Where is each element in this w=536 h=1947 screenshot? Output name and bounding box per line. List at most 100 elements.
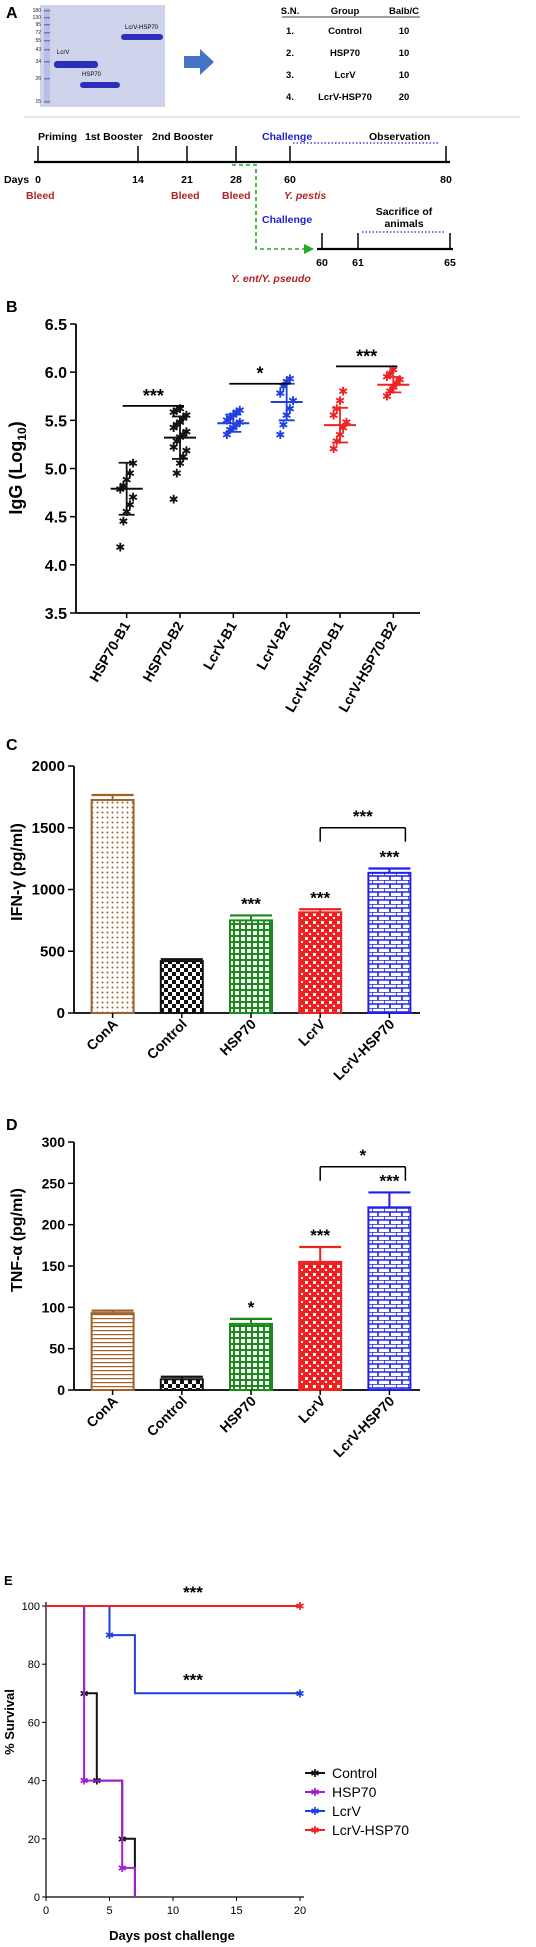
significance-label: *** [241,894,261,913]
y-tick-label: 1000 [32,882,65,899]
x-tick-label: LcrV [295,1015,329,1049]
x-tick-label: LcrV [295,1392,329,1426]
significance-label: *** [143,386,164,406]
y-tick-label: 50 [49,1341,65,1357]
event-priming: Priming [38,131,77,143]
data-point: ✱ [125,466,135,480]
table-cell: 1. [286,26,294,37]
y-tick-label: 0 [34,1892,40,1904]
data-point: ✱ [335,394,345,408]
x-tick-label: 20 [294,1905,306,1917]
pathogen-label-ent: Y. ent/Y. pseudo [231,273,311,285]
data-point: ✱ [388,363,398,377]
x-tick-label: HSP70-B2 [139,618,186,684]
gel-ladder-label: 95 [35,22,41,28]
y-tick-label: 100 [42,1299,66,1315]
gel-ladder-band [44,10,50,12]
legend-marker: ✱ [310,1787,319,1799]
gel-label-lcrv-hsp70: LcrV-HSP70 [125,25,159,31]
panel-e: E % Survival Days post challenge 0 20 40 60… [2,1573,409,1943]
bar [298,911,343,1014]
y-tick-label: 20 [28,1834,40,1846]
data-point: ✱ [178,428,188,442]
x-tick-label: ConA [83,1016,121,1054]
table-header: Balb/C [389,6,419,17]
significance-label: *** [353,807,373,826]
data-point: ✱ [395,373,405,387]
data-point: ✱ [118,479,128,493]
gel-ladder-label: 15 [35,99,41,105]
data-point: ✱ [178,411,188,425]
y-tick-label: 3.5 [45,606,67,623]
x-tick-label: 10 [167,1905,179,1917]
legend-label: Control [332,1765,377,1781]
legend-label: HSP70 [332,1784,377,1800]
x-tick-label: Control [143,1016,190,1063]
x-tick-label: HSP70-B1 [86,618,133,684]
data-point: ✱ [382,389,392,403]
survival-curve [46,1605,136,1897]
table-cell: 10 [399,26,410,37]
data-point: ✱ [118,514,128,528]
gel-label-lcrv: LcrV [57,50,69,56]
observation-label: Observation [369,131,430,143]
data-point: ✱ [332,435,342,449]
sacrifice-label-1: Sacrifice of [376,206,433,218]
data-point: ✱ [225,411,235,425]
bleed-label: Bleed [222,190,251,202]
table-cell: LcrV-HSP70 [318,92,372,103]
gel-ladder-label: 130 [33,15,42,21]
data-point: ✱ [181,425,191,439]
gel-band-lcrv-hsp70 [121,34,163,40]
chart-d: 0 50 100 150 200 250 300 ConA Control HSP70 * LcrV *… [42,1134,420,1460]
significance-label: * [256,364,263,384]
data-point: ✱ [169,421,179,435]
table-header: S.N. [281,6,299,17]
censor-mark: ✱ [105,1630,114,1642]
gel-ladder-band [44,101,50,103]
chart-b: 3.54.04.55.05.56.06.5HSP70-B1✱✱✱✱✱✱✱✱✱✱H… [45,317,420,715]
data-point: ✱ [172,435,182,449]
table-cell: LcrV [334,70,356,81]
censor-mark: ✱ [79,1776,88,1788]
data-point: ✱ [285,372,295,386]
study-timeline: Priming 1st Booster 2nd Booster Challeng… [4,131,456,285]
panel-d: D TNF-α (pg/ml) 0 50 100 150 200 250 300 ConA Co… [6,1117,420,1460]
data-point: ✱ [385,384,395,398]
challenge-label: Challenge [262,131,312,143]
censor-mark: ✱ [295,1688,304,1700]
tick-day: 80 [440,174,452,186]
x-tick-label: LcrV-HSP70-B2 [335,618,400,714]
y-tick-label: 60 [28,1717,40,1729]
y-tick-label: 0 [57,1005,65,1022]
legend-marker: ✱ [310,1768,319,1780]
gel-ladder-band [44,24,50,26]
y-tick-label: 6.5 [45,317,67,334]
significance-label: *** [183,1583,203,1602]
data-point: ✱ [232,406,242,420]
tick-day: 28 [230,174,242,186]
panel-d-letter: D [6,1117,18,1134]
bar [90,798,135,1015]
data-point: ✱ [175,402,185,416]
data-point: ✱ [169,406,179,420]
sacrifice-label-2: animals [384,218,423,230]
x-tick-label: HSP70 [216,1393,259,1436]
tick-day-branch: 65 [444,257,456,269]
data-point: ✱ [172,418,182,432]
gel-ladder-band [44,61,50,63]
data-point: ✱ [169,492,179,506]
x-tick-label: LcrV-HSP70 [330,1393,398,1461]
x-tick-label: 0 [43,1905,49,1917]
y-tick-label: 5.5 [45,413,67,430]
days-label: Days [4,174,29,186]
data-point: ✱ [178,450,188,464]
y-tick-label: 150 [42,1258,66,1274]
gel-band-hsp70 [80,82,120,88]
x-tick-label: 5 [106,1905,112,1917]
panel-b: B IgG (Log10) 3.5 4.0 4.5 5.0 5.5 6.0 6.5 HSP70… [6,299,420,715]
data-point: ✱ [278,418,288,432]
data-point: ✱ [235,404,245,418]
significance-label: * [248,1298,255,1317]
